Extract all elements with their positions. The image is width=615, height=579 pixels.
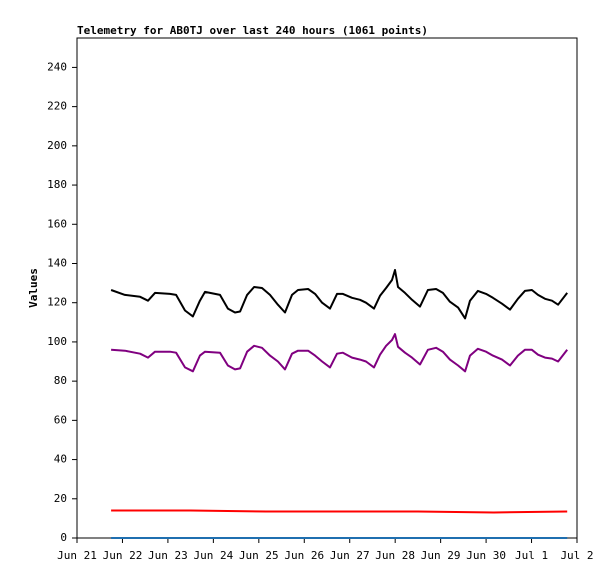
chart-title: Telemetry for AB0TJ over last 240 hours … xyxy=(77,24,428,37)
y-tick-label: 240 xyxy=(47,60,67,73)
y-tick-label: 220 xyxy=(47,100,67,113)
y-tick-label: 80 xyxy=(54,374,67,387)
x-tick-label: Jun 22 xyxy=(103,549,143,562)
x-tick-label: Jun 21 xyxy=(57,549,97,562)
x-tick-label: Jun 28 xyxy=(375,549,415,562)
plot-frame xyxy=(76,37,578,539)
y-tick-label: 0 xyxy=(60,531,67,544)
y-tick-label: 120 xyxy=(47,296,67,309)
y-tick-label: 40 xyxy=(54,453,67,466)
x-tick-label: Jun 26 xyxy=(284,549,324,562)
x-tick-label: Jul 1 xyxy=(515,549,548,562)
y-tick-label: 100 xyxy=(47,335,67,348)
series-line xyxy=(110,269,568,320)
y-tick-label: 60 xyxy=(54,413,67,426)
x-tick-label: Jun 27 xyxy=(330,549,370,562)
series-line xyxy=(111,333,568,373)
series-line xyxy=(111,509,568,514)
x-tick-label: Jun 23 xyxy=(148,549,188,562)
x-tick-label: Jun 25 xyxy=(239,549,279,562)
y-tick-label: 180 xyxy=(47,178,67,191)
y-axis-label: Values xyxy=(27,268,40,308)
x-tick-label: Jun 30 xyxy=(466,549,506,562)
x-tick-label: Jul 2 xyxy=(560,549,593,562)
y-tick-label: 160 xyxy=(47,217,67,230)
x-tick-label: Jun 29 xyxy=(421,549,461,562)
y-tick-label: 200 xyxy=(47,139,67,152)
y-tick-label: 140 xyxy=(47,256,67,269)
y-tick-label: 20 xyxy=(54,492,67,505)
x-tick-label: Jun 24 xyxy=(193,549,233,562)
